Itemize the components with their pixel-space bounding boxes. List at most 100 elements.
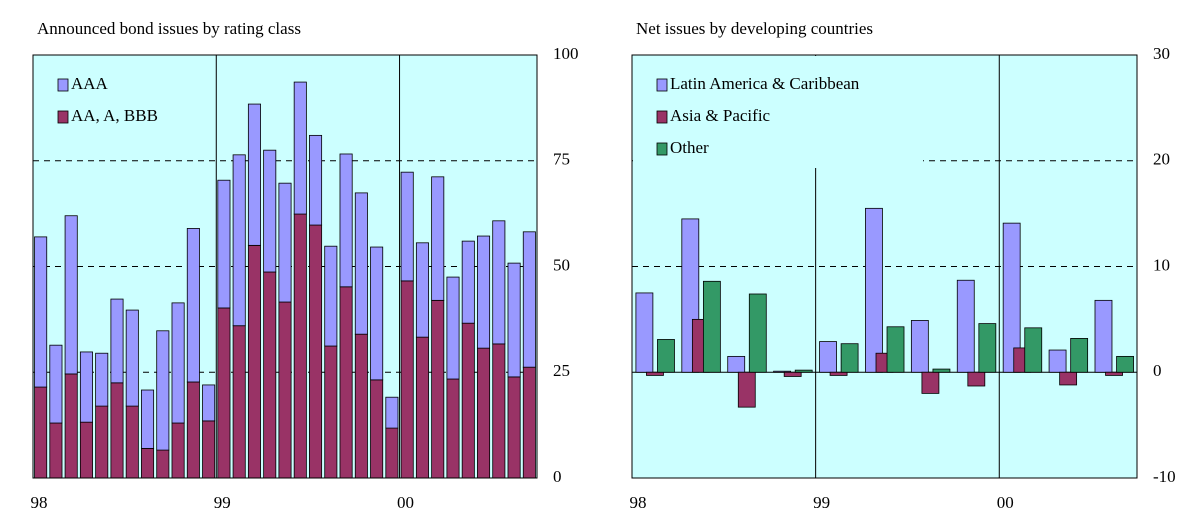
bar-segment bbox=[232, 325, 246, 479]
y-tick-label: -10 bbox=[1153, 467, 1176, 486]
bar bbox=[1059, 371, 1078, 386]
bar bbox=[1070, 338, 1089, 373]
bar-segment bbox=[293, 81, 307, 215]
y-tick-label: 10 bbox=[1153, 255, 1170, 274]
bar-segment bbox=[522, 366, 536, 479]
bar bbox=[967, 371, 986, 387]
bar bbox=[748, 293, 767, 373]
bar-segment bbox=[461, 240, 475, 324]
bar-segment bbox=[171, 302, 185, 424]
bar-segment bbox=[492, 220, 506, 345]
bar-segment bbox=[477, 347, 491, 479]
y-tick-label: 20 bbox=[1153, 150, 1170, 169]
legend-label: AA, A, BBB bbox=[71, 106, 158, 125]
bar bbox=[635, 292, 654, 373]
bar-segment bbox=[339, 153, 353, 288]
bar-segment bbox=[400, 280, 414, 479]
bar-segment bbox=[431, 176, 445, 301]
plot-frame bbox=[32, 54, 538, 479]
chart-title: Net issues by developing countries bbox=[636, 19, 873, 38]
bar-segment bbox=[492, 343, 506, 479]
bar-segment bbox=[477, 235, 491, 349]
bar bbox=[932, 368, 951, 373]
y-tick-label: 75 bbox=[553, 150, 570, 169]
x-tick-label: 00 bbox=[997, 493, 1014, 512]
bar-segment bbox=[95, 352, 109, 407]
bar-segment bbox=[370, 379, 384, 479]
bar-segment bbox=[431, 299, 445, 479]
bar-segment bbox=[400, 171, 414, 282]
bar-segment bbox=[171, 422, 185, 479]
bar-segment bbox=[309, 224, 323, 479]
bar bbox=[910, 320, 929, 373]
bar-segment bbox=[461, 322, 475, 479]
bar bbox=[978, 323, 997, 373]
bar-segment bbox=[385, 427, 399, 479]
legend-swatch bbox=[656, 110, 668, 124]
bar bbox=[1002, 222, 1021, 373]
bar-segment bbox=[95, 405, 109, 479]
plot-frame bbox=[631, 54, 1138, 479]
bar bbox=[1116, 355, 1134, 373]
bar-segment bbox=[202, 384, 216, 422]
bar bbox=[840, 343, 859, 373]
legend-label: Asia & Pacific bbox=[670, 106, 771, 125]
y-tick-label: 0 bbox=[1153, 361, 1162, 380]
bar-segment bbox=[263, 149, 277, 273]
x-tick-label: 99 bbox=[813, 493, 830, 512]
bar bbox=[819, 341, 837, 373]
bar-segment bbox=[278, 182, 292, 303]
bar bbox=[956, 279, 975, 373]
bar-segment bbox=[415, 242, 429, 338]
bar-segment bbox=[278, 301, 292, 479]
bar-segment bbox=[156, 330, 170, 451]
bar-segment bbox=[247, 103, 261, 246]
x-tick-label: 98 bbox=[31, 493, 48, 512]
x-tick-label: 99 bbox=[214, 493, 231, 512]
bar bbox=[737, 371, 756, 408]
bar bbox=[773, 370, 792, 373]
bar-segment bbox=[110, 298, 124, 384]
bar-segment bbox=[79, 351, 93, 423]
bar-segment bbox=[156, 449, 170, 479]
bar bbox=[783, 371, 802, 377]
y-tick-label: 25 bbox=[553, 361, 570, 380]
y-tick-label: 100 bbox=[553, 44, 579, 63]
bar-segment bbox=[446, 276, 460, 380]
bar-segment bbox=[232, 154, 246, 327]
bar bbox=[865, 207, 883, 373]
bar-segment bbox=[186, 228, 200, 383]
bar-segment bbox=[110, 382, 124, 479]
legend-box bbox=[633, 56, 923, 168]
bar-segment bbox=[64, 373, 78, 479]
bar-segment bbox=[49, 344, 63, 424]
bar-segment bbox=[217, 307, 231, 479]
bar-segment bbox=[385, 396, 399, 429]
bar-segment bbox=[217, 179, 231, 309]
bar bbox=[794, 369, 813, 373]
bar-segment bbox=[354, 333, 368, 479]
legend-swatch bbox=[57, 110, 69, 124]
bar-segment bbox=[202, 420, 216, 479]
bar-segment bbox=[354, 192, 368, 335]
bar bbox=[727, 355, 746, 373]
bar-segment bbox=[64, 215, 78, 375]
bar-segment bbox=[125, 405, 139, 479]
bar-segment bbox=[415, 336, 429, 479]
bar-segment bbox=[34, 236, 48, 388]
bar bbox=[829, 371, 848, 376]
bar bbox=[886, 326, 905, 373]
x-tick-label: 98 bbox=[630, 493, 647, 512]
bar-segment bbox=[186, 381, 200, 479]
bar-segment bbox=[309, 134, 323, 226]
bar-segment bbox=[125, 309, 139, 407]
x-tick-label: 00 bbox=[397, 493, 414, 512]
bar-segment bbox=[49, 422, 63, 479]
bar bbox=[921, 371, 940, 394]
bar-segment bbox=[370, 246, 384, 381]
legend-swatch bbox=[656, 78, 668, 92]
legend-label: Other bbox=[670, 138, 709, 157]
y-tick-label: 0 bbox=[553, 467, 562, 486]
